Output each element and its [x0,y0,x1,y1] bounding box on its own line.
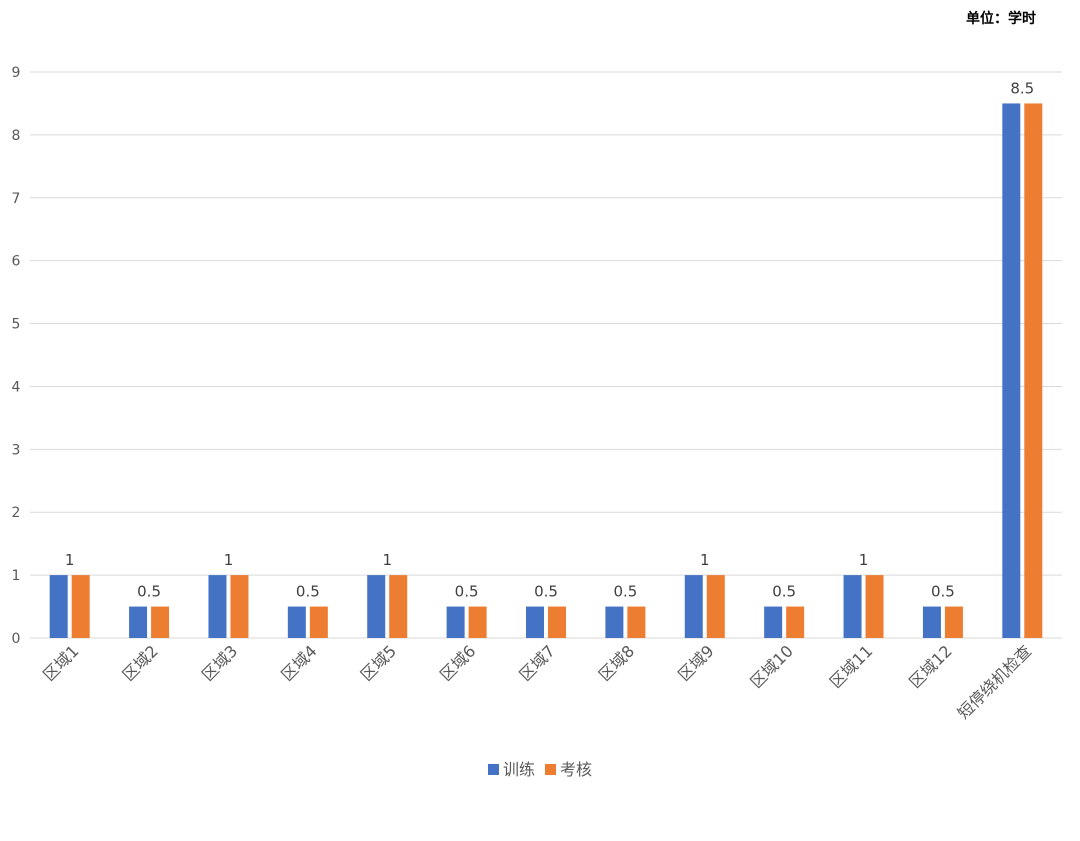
bar-考核 [627,606,646,638]
bar-考核 [786,606,805,638]
bar-考核 [1024,103,1043,638]
y-tick-label: 4 [12,379,21,395]
bar-考核 [548,606,566,638]
data-label: 0.5 [613,583,637,601]
legend-label: 考核 [560,760,592,779]
x-category-label: 区域11 [826,641,876,691]
bar-考核 [309,606,328,638]
legend-swatch [488,764,499,775]
x-category-label: 区域4 [277,641,320,684]
data-label: 1 [382,551,392,569]
y-tick-label: 7 [12,191,21,207]
bar-训练 [287,606,306,638]
x-category-label: 区域3 [198,641,241,684]
bar-考核 [71,575,90,638]
x-category-label: 区域5 [357,641,400,684]
legend-label: 训练 [503,760,535,779]
bar-训练 [49,575,68,638]
bar-训练 [843,575,862,638]
bar-训练 [684,575,703,638]
x-category-label: 区域9 [674,641,717,684]
bar-考核 [706,575,725,638]
x-category-label: 区域10 [747,641,797,691]
x-category-label: 区域2 [119,641,162,684]
y-tick-label: 3 [12,442,21,458]
x-category-label: 区域1 [39,641,82,684]
x-category-label: 区域7 [516,641,559,684]
x-category-label: 区域6 [436,641,479,684]
bar-考核 [944,606,963,638]
data-label: 0.5 [534,583,558,601]
bar-考核 [865,575,884,638]
data-label: 0.5 [296,583,320,601]
data-label: 1 [859,551,869,569]
data-label: 0.5 [455,583,479,601]
bar-训练 [129,606,148,638]
y-tick-label: 8 [12,128,21,144]
bar-考核 [151,606,170,638]
data-label: 1 [700,551,710,569]
x-category-label: 区域8 [595,641,638,684]
data-label: 0.5 [137,583,161,601]
y-tick-label: 6 [12,254,21,270]
y-tick-label: 1 [12,568,21,584]
bar-考核 [230,575,249,638]
bar-训练 [367,575,386,638]
data-label: 0.5 [931,583,955,601]
legend-swatch [545,764,556,775]
y-tick-label: 9 [12,65,21,81]
x-category-label: 区域12 [905,641,955,691]
bar-训练 [208,575,227,638]
bar-考核 [389,575,408,638]
bar-训练 [1002,103,1021,638]
data-label: 8.5 [1010,79,1034,97]
data-label: 0.5 [772,583,796,601]
y-tick-label: 0 [12,631,21,647]
data-label: 1 [224,551,234,569]
y-tick-label: 5 [12,317,21,333]
data-label: 1 [65,551,75,569]
bar-训练 [605,606,624,638]
bar-考核 [468,606,487,638]
bar-训练 [922,606,941,638]
bar-训练 [446,606,465,638]
bar-训练 [764,606,783,638]
y-tick-label: 2 [12,505,21,521]
bar-训练 [526,606,544,638]
x-category-label: 短停绕机检查 [954,641,1035,722]
unit-label: 单位：学时 [966,11,1036,27]
